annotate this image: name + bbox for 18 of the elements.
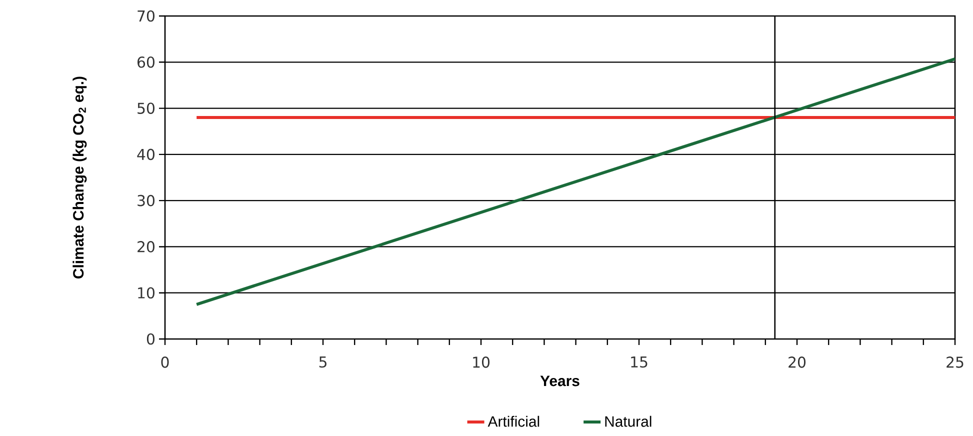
y-tick-label: 70 bbox=[138, 10, 154, 22]
legend-label: Natural bbox=[605, 416, 652, 427]
y-tick-label: 60 bbox=[138, 56, 154, 68]
x-tick-label: 15 bbox=[631, 356, 648, 368]
y-tick-label: 20 bbox=[138, 241, 154, 252]
y-tick-label: 0 bbox=[146, 333, 154, 345]
x-tick-label: 5 bbox=[319, 356, 326, 368]
y-tick-label: 10 bbox=[138, 287, 154, 299]
y-tick-label: 50 bbox=[138, 102, 154, 114]
y-tick-label: 30 bbox=[138, 194, 154, 206]
x-tick-label: 0 bbox=[161, 356, 169, 368]
x-tick-label: 10 bbox=[473, 356, 490, 368]
y-axis-title: Climate Change (kg CO$_{2}$ eq.) bbox=[72, 76, 87, 278]
legend-label: Artificial bbox=[488, 416, 540, 427]
x-axis-title: Years bbox=[540, 376, 580, 386]
x-tick-label: 25 bbox=[946, 356, 964, 368]
x-tick-label: 20 bbox=[788, 356, 806, 368]
y-tick-label: 40 bbox=[137, 148, 154, 160]
